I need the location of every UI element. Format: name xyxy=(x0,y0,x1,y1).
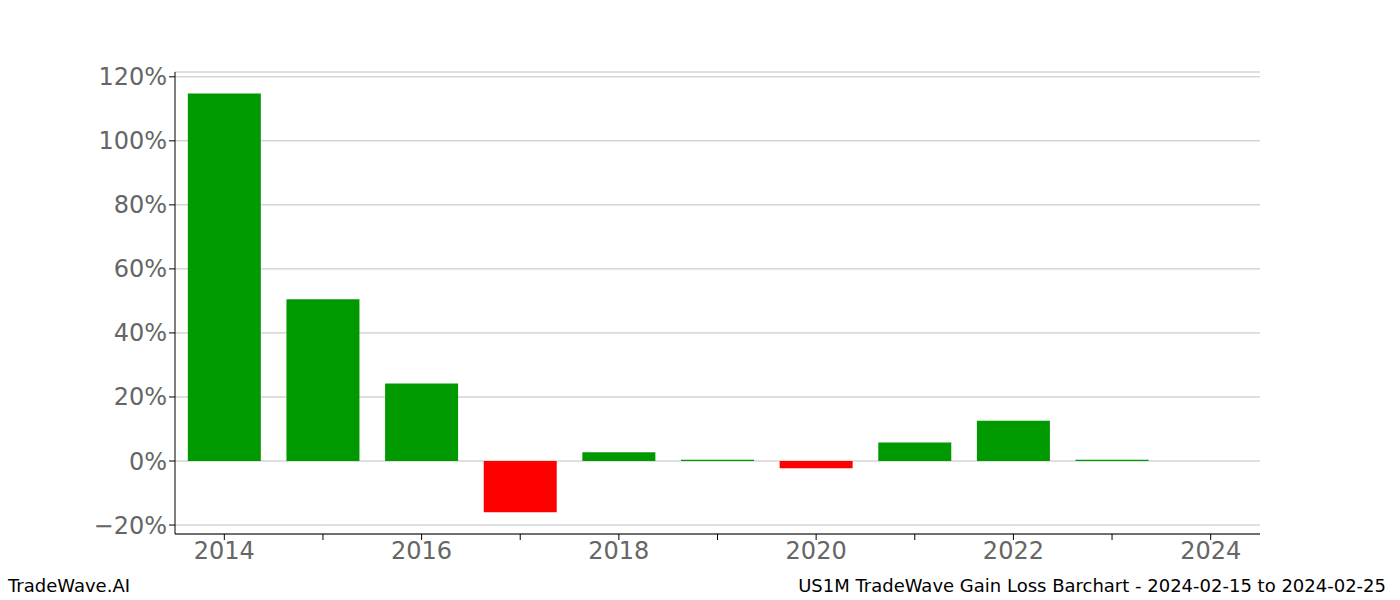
svg-text:2022: 2022 xyxy=(983,537,1044,565)
svg-text:40%: 40% xyxy=(114,319,167,347)
html-text:TradeWave.AI: TradeWave.AI xyxy=(8,575,130,596)
svg-text:20%: 20% xyxy=(114,383,167,411)
svg-text:100%: 100% xyxy=(98,127,167,155)
svg-text:120%: 120% xyxy=(98,63,167,91)
svg-text:80%: 80% xyxy=(114,191,167,219)
svg-text:60%: 60% xyxy=(114,255,167,283)
svg-text:2020: 2020 xyxy=(786,537,847,565)
svg-text:2024: 2024 xyxy=(1180,537,1241,565)
svg-text:0%: 0% xyxy=(129,448,167,476)
svg-text:2014: 2014 xyxy=(194,537,255,565)
svg-text:2016: 2016 xyxy=(391,537,452,565)
svg-text:2018: 2018 xyxy=(588,537,649,565)
html-text:US1M TradeWave Gain Loss Barch: US1M TradeWave Gain Loss Barchart - 2024… xyxy=(798,575,1386,596)
svg-text:−20%: −20% xyxy=(94,512,167,540)
